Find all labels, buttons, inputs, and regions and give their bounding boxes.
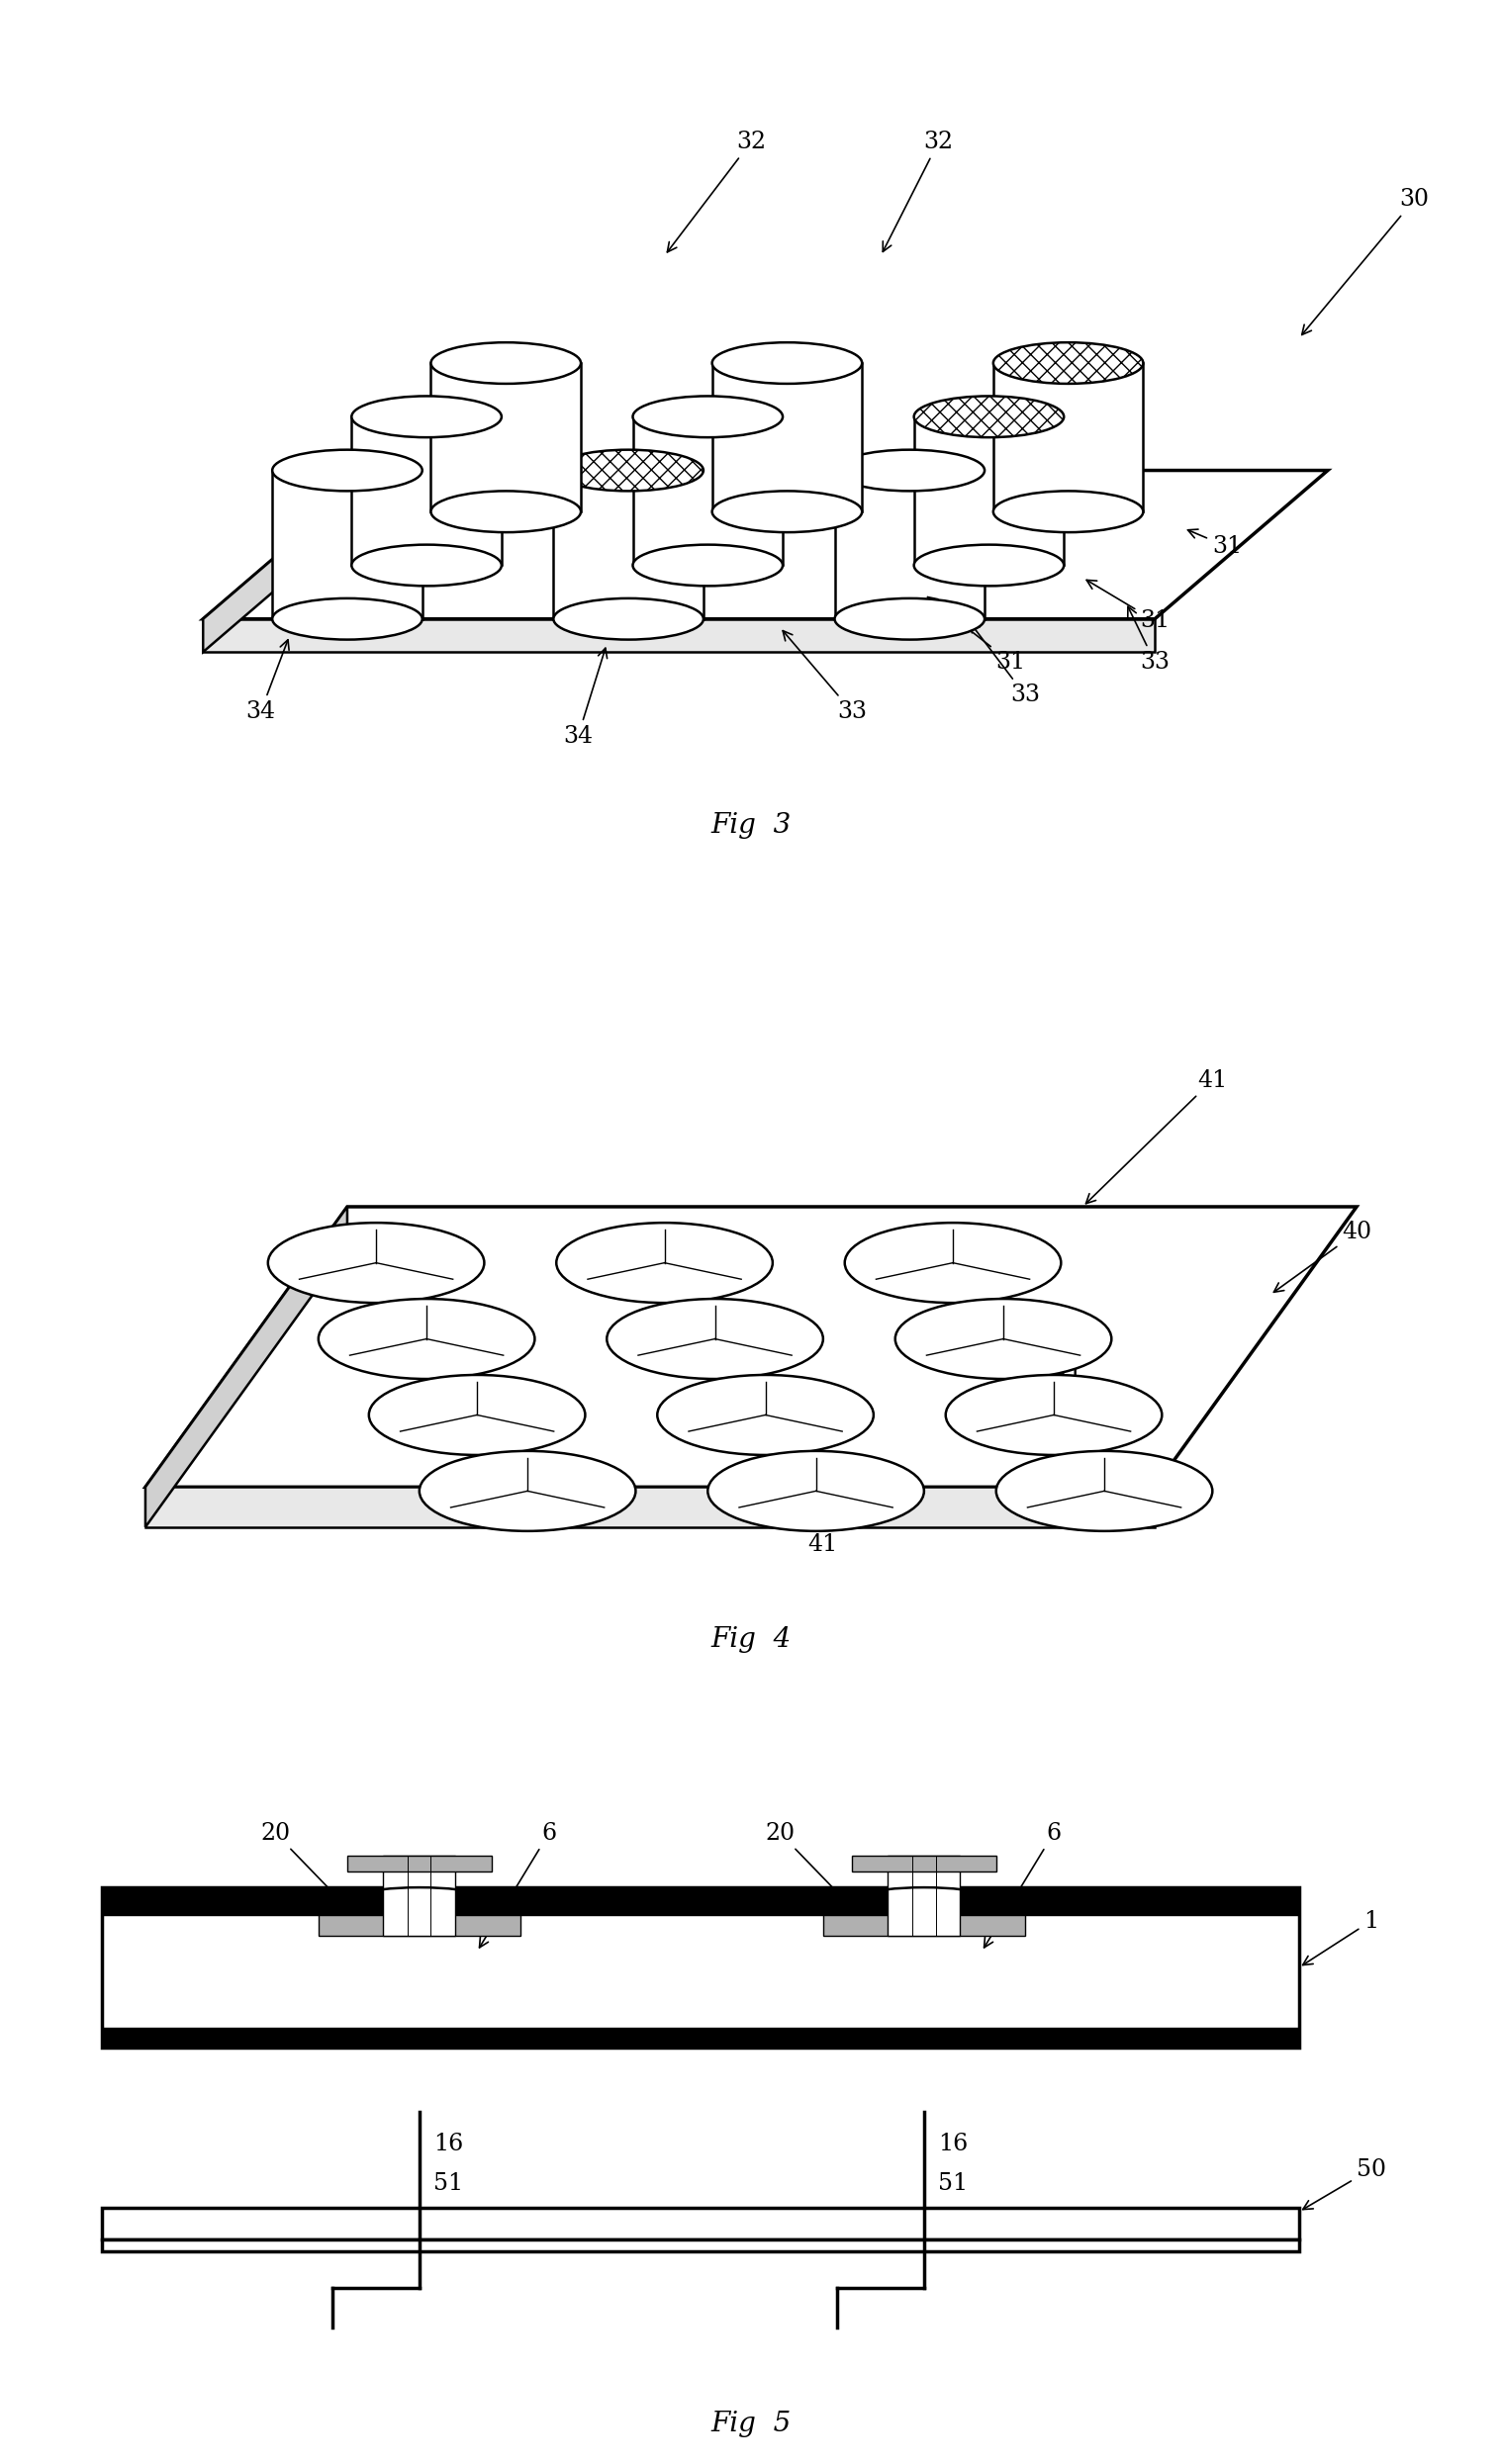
Ellipse shape bbox=[419, 1451, 635, 1530]
Ellipse shape bbox=[431, 342, 581, 384]
Polygon shape bbox=[203, 618, 1155, 653]
Ellipse shape bbox=[712, 342, 862, 384]
Text: 31: 31 bbox=[928, 596, 1026, 673]
Text: 16: 16 bbox=[433, 2131, 463, 2156]
Polygon shape bbox=[146, 1207, 347, 1528]
Text: 41: 41 bbox=[943, 1355, 1083, 1387]
Text: Fig  4: Fig 4 bbox=[710, 1626, 792, 1653]
Text: 34: 34 bbox=[246, 641, 288, 722]
Bar bbox=[102, 2240, 1299, 2252]
Polygon shape bbox=[146, 1486, 1155, 1528]
Text: 51: 51 bbox=[937, 2173, 967, 2195]
Ellipse shape bbox=[553, 451, 703, 490]
Bar bbox=[632, 416, 783, 564]
Ellipse shape bbox=[658, 1375, 874, 1454]
Polygon shape bbox=[203, 471, 1328, 618]
Ellipse shape bbox=[835, 599, 985, 641]
Bar bbox=[852, 1855, 996, 1873]
Bar bbox=[913, 416, 1063, 564]
Text: 6: 6 bbox=[984, 1821, 1062, 1947]
Ellipse shape bbox=[993, 490, 1143, 532]
Text: 33: 33 bbox=[970, 623, 1039, 707]
Polygon shape bbox=[203, 471, 376, 653]
Ellipse shape bbox=[431, 490, 581, 532]
Ellipse shape bbox=[946, 1375, 1163, 1454]
Ellipse shape bbox=[844, 1222, 1060, 1303]
Ellipse shape bbox=[632, 545, 783, 586]
Text: Fig  3: Fig 3 bbox=[710, 813, 792, 838]
Ellipse shape bbox=[707, 1451, 924, 1530]
Bar bbox=[553, 471, 703, 618]
Text: 32: 32 bbox=[667, 131, 766, 251]
Ellipse shape bbox=[913, 397, 1063, 439]
Ellipse shape bbox=[351, 545, 502, 586]
Bar bbox=[347, 1855, 491, 1873]
Bar bbox=[318, 1915, 520, 1937]
Bar bbox=[712, 362, 862, 513]
Text: 31: 31 bbox=[1086, 579, 1170, 633]
Ellipse shape bbox=[556, 1222, 772, 1303]
Text: 31: 31 bbox=[1188, 530, 1242, 557]
Text: 33: 33 bbox=[1128, 606, 1170, 673]
Text: 50: 50 bbox=[1302, 2158, 1386, 2210]
Text: Fig  5: Fig 5 bbox=[710, 2410, 792, 2437]
Text: 40: 40 bbox=[1274, 1222, 1371, 1291]
Ellipse shape bbox=[993, 342, 1143, 384]
Bar bbox=[823, 1915, 1024, 1937]
Ellipse shape bbox=[712, 490, 862, 532]
Text: 1: 1 bbox=[1302, 1910, 1379, 1964]
Ellipse shape bbox=[835, 451, 985, 490]
Ellipse shape bbox=[632, 397, 783, 439]
Bar bbox=[888, 1855, 960, 1937]
Ellipse shape bbox=[895, 1299, 1111, 1380]
Bar bbox=[993, 362, 1143, 513]
Bar bbox=[383, 1855, 455, 1937]
Text: 20: 20 bbox=[260, 1821, 344, 1905]
Text: 32: 32 bbox=[883, 131, 954, 251]
Text: 33: 33 bbox=[783, 631, 867, 722]
Text: 51: 51 bbox=[433, 2173, 463, 2195]
Text: 16: 16 bbox=[937, 2131, 967, 2156]
Bar bbox=[351, 416, 502, 564]
Bar bbox=[102, 1887, 1299, 2048]
Ellipse shape bbox=[351, 397, 502, 439]
Ellipse shape bbox=[913, 545, 1063, 586]
Ellipse shape bbox=[553, 599, 703, 641]
Ellipse shape bbox=[607, 1299, 823, 1380]
Ellipse shape bbox=[369, 1375, 586, 1454]
Ellipse shape bbox=[318, 1299, 535, 1380]
Ellipse shape bbox=[272, 451, 422, 490]
Text: 6: 6 bbox=[479, 1821, 557, 1947]
Ellipse shape bbox=[996, 1451, 1212, 1530]
Ellipse shape bbox=[272, 599, 422, 641]
Text: 41: 41 bbox=[754, 1466, 838, 1557]
Text: 41: 41 bbox=[1086, 1069, 1227, 1202]
Text: 30: 30 bbox=[1302, 187, 1428, 335]
Ellipse shape bbox=[267, 1222, 484, 1303]
Bar bbox=[102, 2208, 1299, 2240]
Bar bbox=[431, 362, 581, 513]
Text: 34: 34 bbox=[563, 648, 607, 747]
Text: 20: 20 bbox=[765, 1821, 849, 1905]
Bar bbox=[835, 471, 985, 618]
Bar bbox=[272, 471, 422, 618]
Polygon shape bbox=[146, 1207, 1356, 1486]
